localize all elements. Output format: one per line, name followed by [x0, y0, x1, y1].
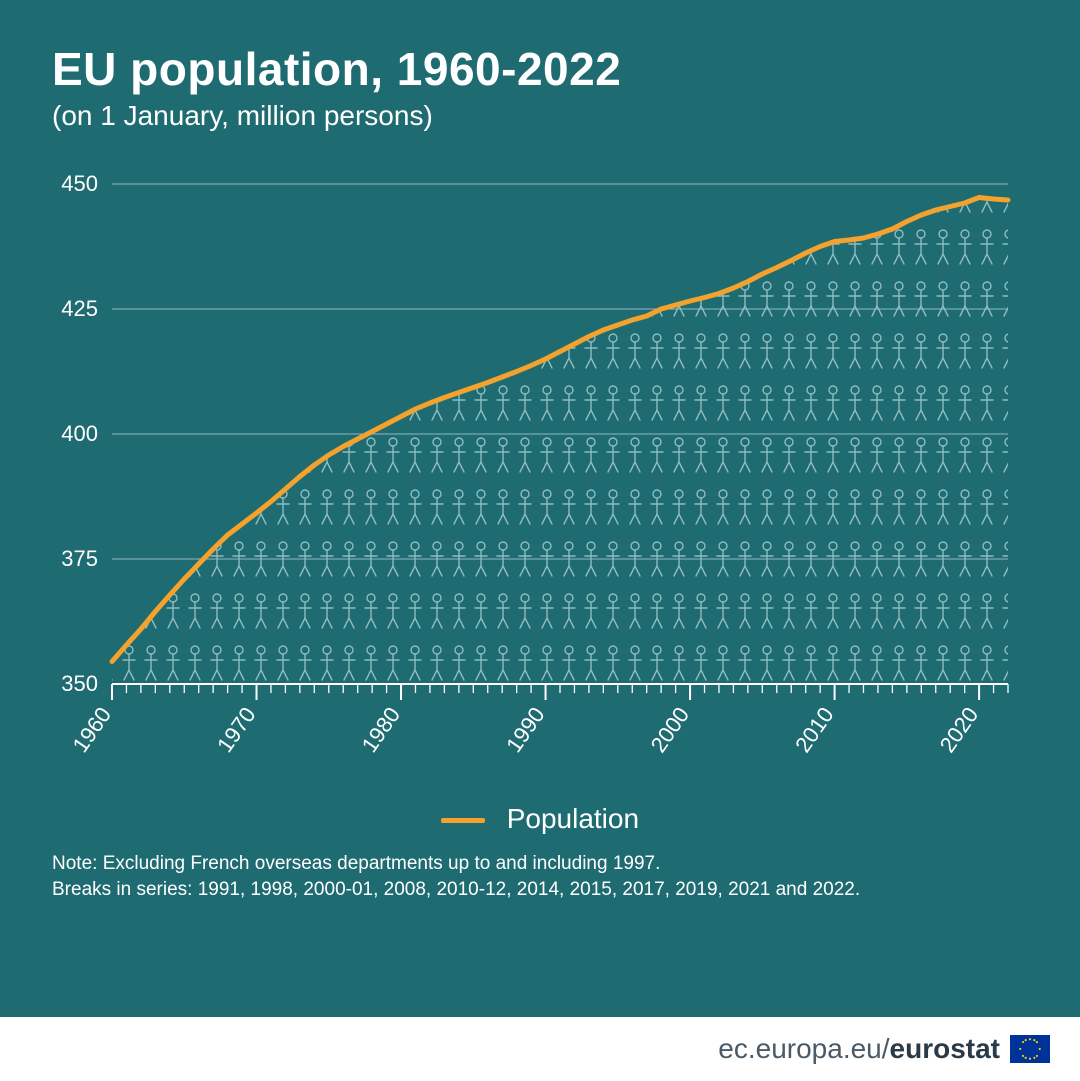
chart-notes: Note: Excluding French overseas departme… — [52, 851, 1028, 902]
svg-text:400: 400 — [61, 421, 98, 446]
svg-text:450: 450 — [61, 174, 98, 196]
svg-text:2010: 2010 — [790, 703, 839, 757]
legend: Population — [52, 803, 1028, 835]
chart-title: EU population, 1960-2022 — [52, 42, 1028, 96]
chart-subtitle: (on 1 January, million persons) — [52, 100, 1028, 132]
svg-text:2000: 2000 — [646, 703, 695, 757]
legend-label: Population — [507, 803, 639, 834]
svg-text:1980: 1980 — [357, 703, 406, 757]
legend-line-swatch — [441, 818, 485, 823]
svg-text:350: 350 — [61, 671, 98, 696]
note-line-2: Breaks in series: 1991, 1998, 2000-01, 2… — [52, 877, 1028, 903]
footer-url-plain: ec.europa.eu/ — [718, 1033, 889, 1065]
svg-text:375: 375 — [61, 546, 98, 571]
svg-text:2020: 2020 — [935, 703, 984, 757]
eu-flag-icon — [1010, 1035, 1050, 1063]
footer-url-bold: eurostat — [890, 1033, 1000, 1065]
note-line-1: Note: Excluding French overseas departme… — [52, 851, 1028, 877]
chart-area: 350 375 400 425 450 1960 1970 1980 1990 2000 2010 2… — [52, 174, 1028, 799]
svg-text:1960: 1960 — [68, 703, 117, 757]
svg-text:1990: 1990 — [501, 703, 550, 757]
population-chart-svg: 350 375 400 425 450 1960 1970 1980 1990 2000 2010 2… — [52, 174, 1028, 794]
footer: ec.europa.eu/eurostat — [0, 1017, 1080, 1081]
svg-text:425: 425 — [61, 296, 98, 321]
svg-text:1970: 1970 — [212, 703, 261, 757]
